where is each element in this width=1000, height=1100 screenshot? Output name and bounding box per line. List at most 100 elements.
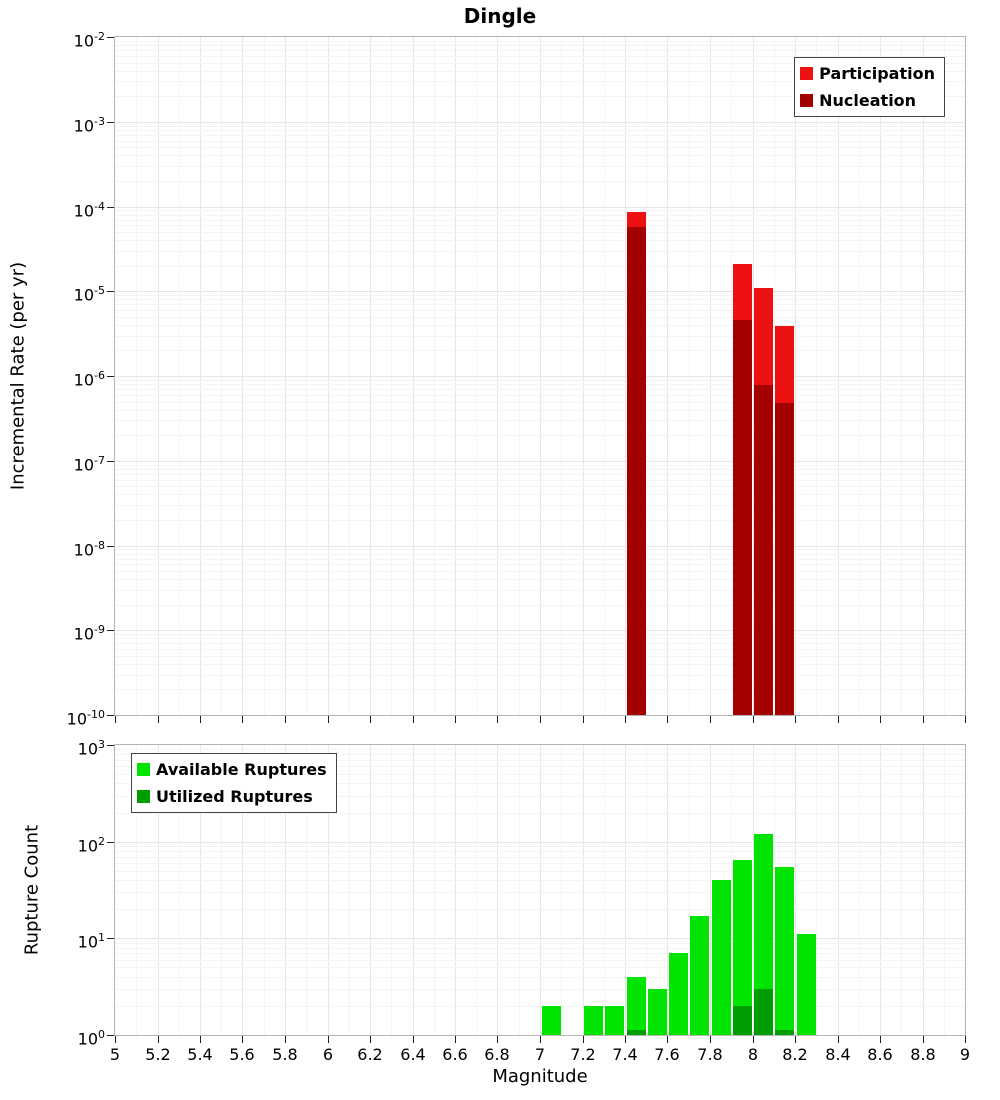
gridline-horizontal [115, 122, 965, 123]
gridline-horizontal-minor [115, 656, 965, 657]
gridline-horizontal-minor [115, 689, 965, 690]
gridline-vertical [880, 745, 881, 1035]
x-tick-label: 8 [747, 1045, 759, 1064]
gridline-horizontal-minor [115, 266, 965, 267]
gridline-horizontal-minor [115, 420, 965, 421]
x-tick-label: 6.8 [484, 1045, 510, 1064]
bar-available-ruptures [584, 1006, 603, 1035]
gridline-horizontal-minor [115, 402, 965, 403]
gridline-vertical [476, 745, 477, 1035]
gridline-horizontal-minor [115, 295, 965, 296]
gridline-horizontal-minor [115, 56, 965, 57]
gridline-horizontal-minor [115, 126, 965, 127]
gridline-vertical [923, 745, 924, 1035]
gridline-horizontal-minor [115, 638, 965, 639]
gridline-horizontal-minor [115, 948, 965, 949]
gridline-horizontal-minor [115, 813, 965, 814]
y-tick-label: 10-3 [73, 115, 105, 136]
x-tick-mark [370, 716, 371, 723]
y-tick-mark [107, 715, 114, 716]
x-tick-label: 6.2 [357, 1045, 383, 1064]
gridline-vertical [136, 745, 137, 1035]
gridline-horizontal-minor [115, 675, 965, 676]
gridline-vertical [285, 745, 286, 1035]
gridline-horizontal [115, 938, 965, 939]
gridline-horizontal-minor [115, 155, 965, 156]
x-tick-mark [923, 1036, 924, 1043]
y-tick-mark [107, 938, 114, 939]
x-tick-mark [115, 716, 116, 723]
chart-title: Dingle [463, 4, 537, 28]
gridline-horizontal-minor [115, 325, 965, 326]
gridline-horizontal-minor [115, 469, 965, 470]
gridline-horizontal-minor [115, 754, 965, 755]
bar-utilized-ruptures [754, 989, 773, 1035]
gridline-vertical [944, 745, 945, 1035]
x-tick-mark [200, 716, 201, 723]
gridline-horizontal-minor [115, 166, 965, 167]
x-tick-mark [583, 716, 584, 723]
gridline-horizontal-minor [115, 634, 965, 635]
legend-label: Utilized Ruptures [156, 787, 313, 806]
x-tick-mark [880, 716, 881, 723]
x-tick-label: 8.8 [910, 1045, 936, 1064]
y-tick-label: 100 [77, 1028, 105, 1049]
bar-nucleation [733, 320, 752, 715]
gridline-horizontal-minor [115, 96, 965, 97]
gridline-horizontal-minor [115, 649, 965, 650]
gridline-vertical [497, 745, 498, 1035]
gridline-horizontal-minor [115, 410, 965, 411]
gridline-horizontal-minor [115, 664, 965, 665]
gridline-horizontal-minor [115, 215, 965, 216]
y-tick-mark [107, 1035, 114, 1036]
x-tick-mark [328, 716, 329, 723]
gridline-vertical [625, 745, 626, 1035]
x-tick-label: 8.6 [867, 1045, 893, 1064]
x-tick-mark [838, 716, 839, 723]
gridline-vertical [370, 745, 371, 1035]
x-tick-mark [200, 1036, 201, 1043]
bar-available-ruptures [605, 1006, 624, 1035]
legend-item: Utilized Ruptures [137, 783, 327, 810]
x-tick-mark [413, 1036, 414, 1043]
x-tick-label: 5.8 [272, 1045, 298, 1064]
gridline-horizontal-minor [115, 953, 965, 954]
x-tick-mark [540, 1036, 541, 1043]
gridline-horizontal-minor [115, 350, 965, 351]
gridline-vertical [455, 745, 456, 1035]
bar-available-ruptures [669, 953, 688, 1035]
x-tick-label: 6 [322, 1045, 334, 1064]
x-tick-mark [285, 1036, 286, 1043]
x-tick-mark [625, 716, 626, 723]
gridline-horizontal-minor [115, 967, 965, 968]
gridline-vertical [391, 745, 392, 1035]
gridline-vertical [795, 745, 796, 1035]
x-tick-mark [370, 1036, 371, 1043]
gridline-horizontal-minor [115, 435, 965, 436]
x-tick-mark [625, 1036, 626, 1043]
gridline-horizontal-minor [115, 317, 965, 318]
gridline-vertical [519, 745, 520, 1035]
gridline-vertical [242, 745, 243, 1035]
x-tick-mark [753, 716, 754, 723]
gridline-vertical [710, 745, 711, 1035]
legend-label: Participation [819, 64, 935, 83]
gridline-horizontal-minor [115, 50, 965, 51]
y-tick-label: 10-5 [73, 284, 105, 305]
gridline-horizontal-minor [115, 505, 965, 506]
gridline-horizontal [115, 291, 965, 292]
x-tick-mark [158, 716, 159, 723]
gridline-horizontal-minor [115, 181, 965, 182]
gridline-vertical [221, 745, 222, 1035]
gridline-horizontal-minor [115, 571, 965, 572]
x-tick-label: 5 [109, 1045, 121, 1064]
x-tick-mark [667, 716, 668, 723]
x-tick-label: 8.2 [782, 1045, 808, 1064]
y-tick-mark [107, 376, 114, 377]
y-tick-mark [107, 745, 114, 746]
bar-available-ruptures [712, 880, 731, 1035]
gridline-horizontal-minor [115, 943, 965, 944]
gridline-horizontal-minor [115, 774, 965, 775]
gridline-horizontal-minor [115, 225, 965, 226]
gridline-horizontal-minor [115, 851, 965, 852]
